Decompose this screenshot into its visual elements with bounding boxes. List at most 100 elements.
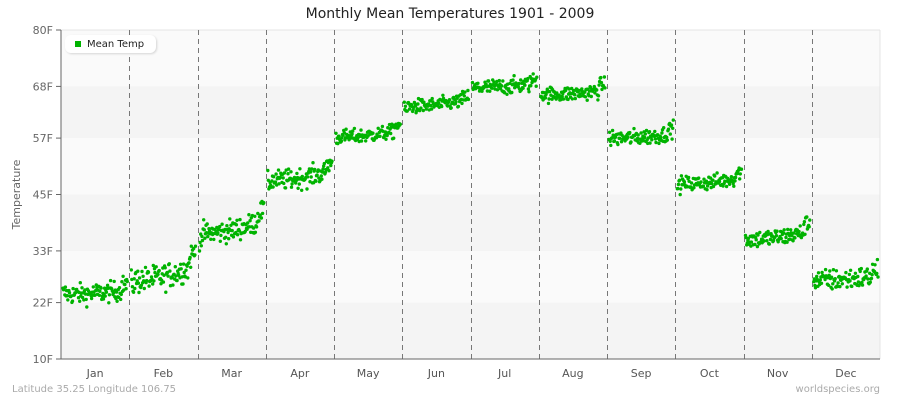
data-point xyxy=(865,267,869,271)
data-point xyxy=(765,239,769,243)
location-caption: Latitude 35.25 Longitude 106.75 xyxy=(12,384,177,395)
x-tick-label-dec: Dec xyxy=(835,367,856,380)
data-point xyxy=(678,192,682,197)
data-point xyxy=(547,97,551,101)
data-point xyxy=(159,282,163,286)
data-point xyxy=(223,227,227,232)
data-point xyxy=(595,88,599,92)
data-point xyxy=(545,87,549,91)
data-point xyxy=(775,229,779,233)
data-point xyxy=(495,88,500,92)
data-point xyxy=(779,236,783,241)
data-point xyxy=(505,92,509,97)
data-point xyxy=(413,104,418,108)
data-point xyxy=(254,225,259,229)
data-point xyxy=(157,268,161,273)
data-point xyxy=(166,274,170,278)
data-point xyxy=(676,182,681,187)
data-point xyxy=(114,290,119,294)
data-point xyxy=(70,299,75,303)
data-point xyxy=(609,143,613,148)
data-point xyxy=(519,78,523,82)
data-point xyxy=(151,282,155,286)
data-point xyxy=(526,87,531,91)
data-point xyxy=(197,249,202,253)
data-point xyxy=(677,178,682,182)
data-point xyxy=(827,273,831,277)
data-point xyxy=(421,108,425,113)
data-point xyxy=(834,269,839,273)
data-point xyxy=(63,285,68,289)
data-point xyxy=(835,284,840,289)
data-point xyxy=(419,106,423,110)
data-point xyxy=(437,101,441,106)
data-point xyxy=(808,218,812,222)
data-point xyxy=(657,141,661,146)
data-point xyxy=(644,128,649,133)
data-point xyxy=(329,163,333,168)
data-point xyxy=(141,274,145,278)
data-point xyxy=(610,136,614,140)
data-point xyxy=(119,292,124,297)
data-point xyxy=(711,184,716,189)
data-point xyxy=(407,107,412,111)
data-point xyxy=(819,281,824,285)
data-point xyxy=(560,94,564,99)
data-point xyxy=(511,78,515,82)
data-point xyxy=(646,136,650,140)
data-point xyxy=(359,139,364,143)
data-point xyxy=(258,213,262,217)
data-point xyxy=(543,96,548,100)
data-point xyxy=(649,135,653,139)
data-point xyxy=(271,185,275,189)
data-point xyxy=(416,102,420,106)
data-point xyxy=(119,297,123,302)
data-point xyxy=(676,186,680,191)
data-point xyxy=(702,177,706,181)
data-point xyxy=(689,181,694,185)
data-point xyxy=(163,266,167,270)
data-point xyxy=(426,102,431,106)
data-point xyxy=(768,237,773,242)
data-point xyxy=(182,270,186,275)
data-point xyxy=(137,276,142,280)
data-point xyxy=(220,222,224,226)
data-point xyxy=(189,265,193,269)
data-point xyxy=(235,218,239,222)
data-point xyxy=(785,240,789,244)
data-point xyxy=(792,231,796,235)
data-point xyxy=(546,101,551,106)
data-point xyxy=(815,274,819,279)
data-point xyxy=(535,75,539,79)
data-point xyxy=(185,264,189,268)
data-point xyxy=(273,180,278,184)
data-point xyxy=(749,240,754,244)
data-point xyxy=(286,167,291,171)
data-point xyxy=(224,235,228,239)
data-point xyxy=(124,287,128,291)
data-point xyxy=(662,126,666,130)
data-point xyxy=(181,282,185,286)
data-point xyxy=(286,172,290,176)
data-point xyxy=(466,97,471,102)
data-point xyxy=(107,301,111,305)
data-point xyxy=(326,166,330,170)
data-point xyxy=(247,213,251,217)
data-point xyxy=(322,161,326,166)
data-point xyxy=(868,280,872,284)
data-point xyxy=(669,123,674,127)
data-point xyxy=(876,275,880,279)
data-point xyxy=(466,88,470,93)
data-point xyxy=(230,228,234,233)
data-point xyxy=(830,287,834,291)
data-point xyxy=(290,182,294,186)
data-point xyxy=(497,78,501,83)
y-axis-label: Temperature xyxy=(10,159,23,230)
data-point xyxy=(826,283,831,287)
data-point xyxy=(321,167,325,171)
data-point xyxy=(218,239,222,243)
data-point xyxy=(629,140,633,144)
data-point xyxy=(188,255,192,260)
data-point xyxy=(351,129,355,133)
data-point xyxy=(762,239,766,243)
